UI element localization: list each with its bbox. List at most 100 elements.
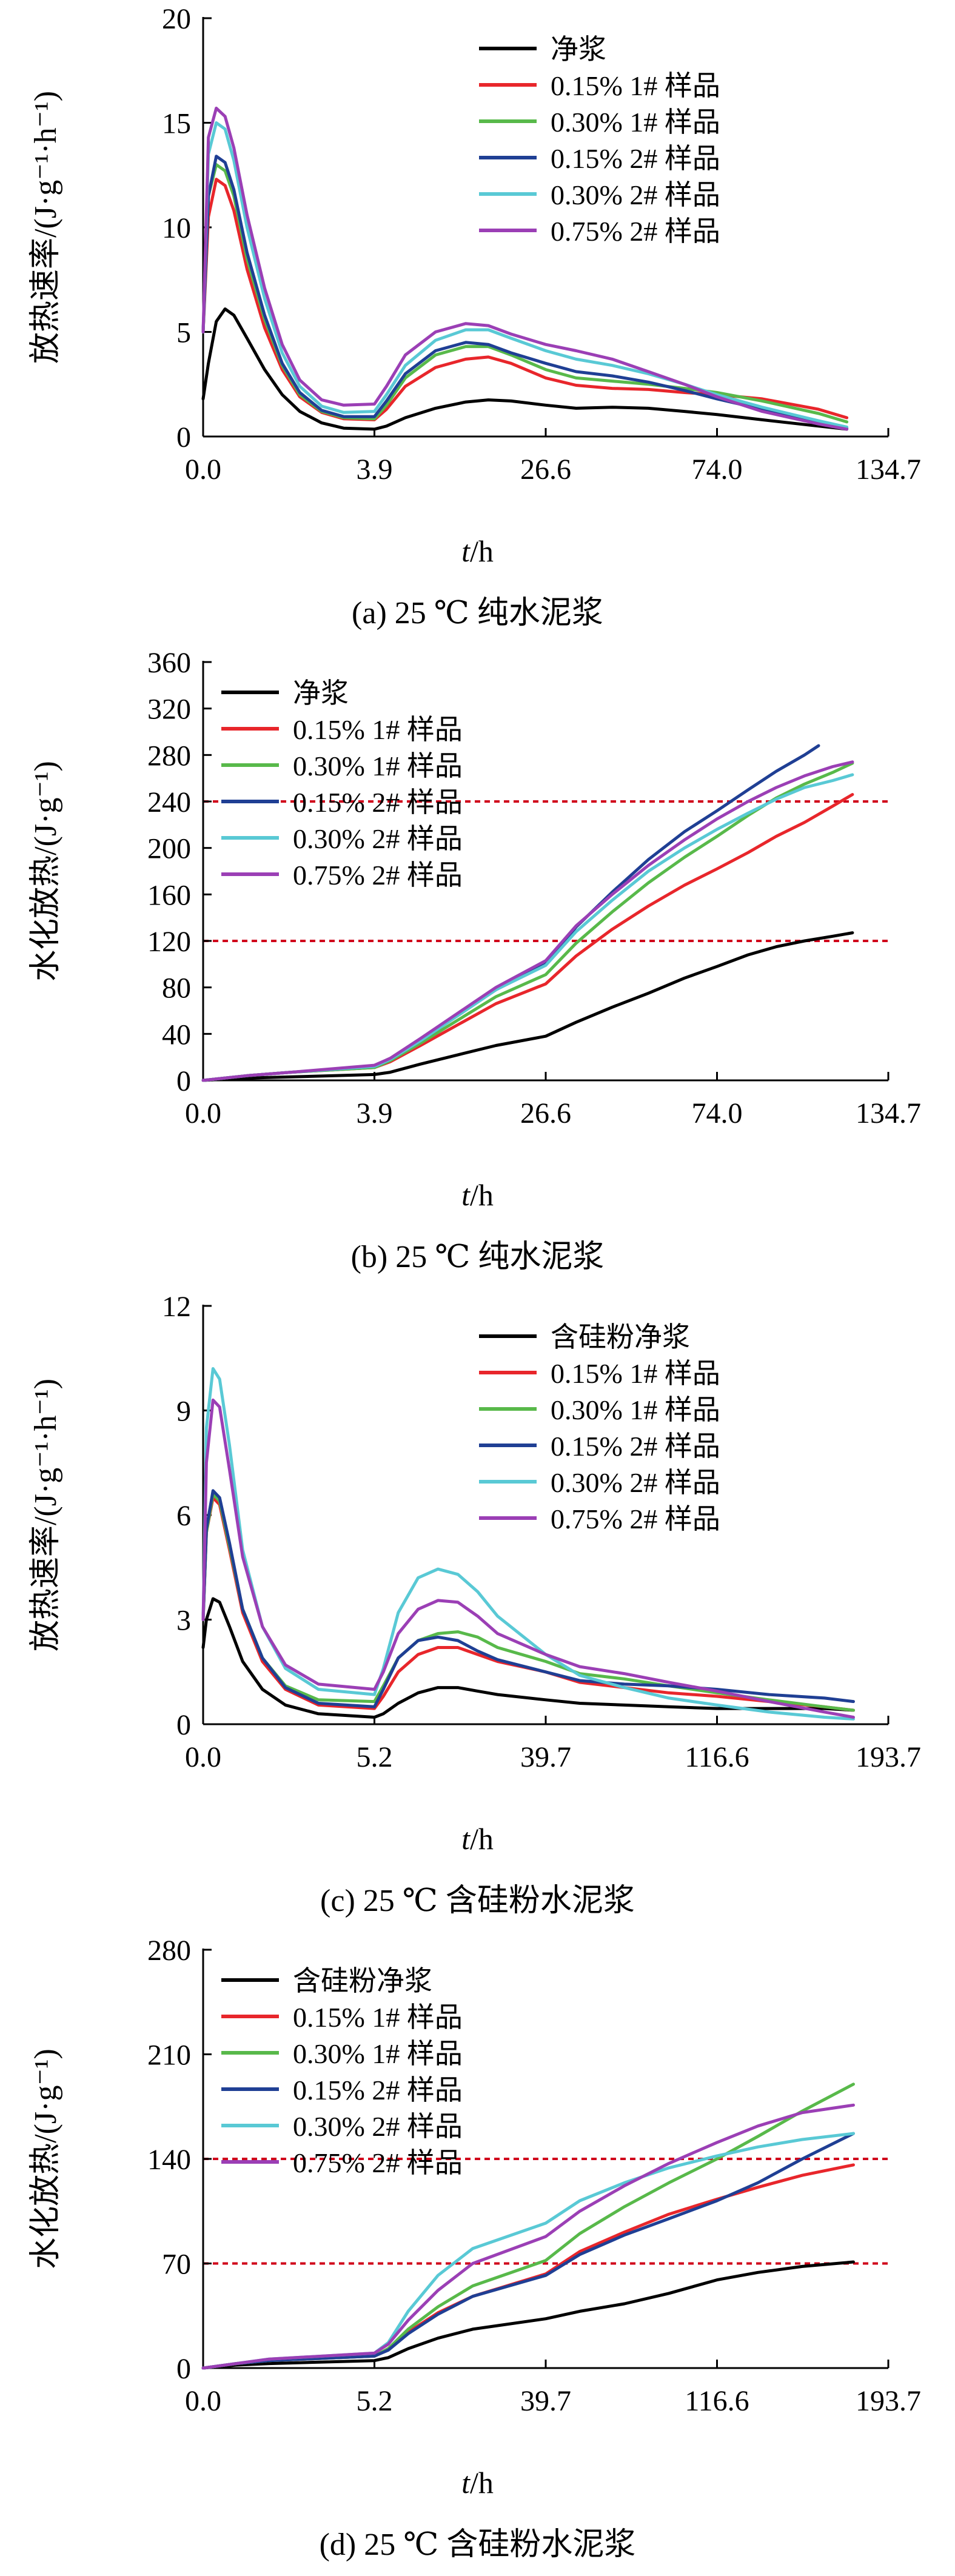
series-line-0 [201,307,849,431]
chart-svg-b: 水化放热/(J·g⁻¹) 0 40 80 120 160 200 240 280 320 360 0.… [28,647,921,1129]
legend-label: 净浆 [293,678,349,709]
legend-label: 0.30% 2# 样品 [551,179,720,210]
series-line-0 [201,1597,855,1719]
x-tick-label: 26.6 [520,453,571,486]
series-line-5 [201,1398,855,1719]
chart-panel-d: 水化放热/(J·g⁻¹) 0 70 140 210 280 0.0 5.2 39.7 116.6 1… [0,1932,955,2575]
legend-label: 0.75% 2# 样品 [293,2147,463,2178]
x-tick-label: 193.7 [856,1741,921,1773]
legend-label: 0.15% 1# 样品 [551,70,720,101]
chart-panel-b: 水化放热/(J·g⁻¹) 0 40 80 120 160 200 240 280 320 360 0.… [0,644,955,1288]
x-tick-label: 39.7 [520,1741,571,1773]
x-tick-label: 134.7 [856,453,921,486]
series-line-3 [201,2132,855,2370]
chart-caption-c: (c) 25 ℃ 含硅粉水泥浆 [320,1884,635,1918]
y-tick-label: 140 [147,2144,191,2176]
chart-caption-a: (a) 25 ℃ 纯水泥浆 [352,596,603,631]
x-tick-label: 5.2 [357,1741,393,1773]
x-tick-label: 26.6 [520,1097,571,1129]
x-axis-label-a: t/h [461,534,494,568]
series-line-0 [201,2260,855,2370]
y-tick-label: 0 [176,421,191,453]
y-axis-title: 水化放热/(J·g⁻¹) [28,2049,63,2269]
legend-label: 0.15% 2# 样品 [551,1431,720,1462]
legend-label: 0.30% 1# 样品 [293,2038,463,2069]
y-tick-label: 12 [162,1291,191,1323]
y-tick-label: 200 [147,833,191,865]
chart-caption-b: (b) 25 ℃ 纯水泥浆 [350,1240,605,1274]
series-line-1 [201,178,849,421]
y-tick-label: 160 [147,879,191,911]
x-tick-label: 116.6 [685,2385,749,2417]
x-axis-label-c: t/h [461,1822,494,1856]
legend-label: 0.75% 2# 样品 [551,216,720,247]
x-tick-label: 3.9 [357,453,393,486]
chart-caption-d: (d) 25 ℃ 含硅粉水泥浆 [319,2527,636,2562]
chart-panel-a: 放热速率/(J·g⁻¹·h⁻¹) 0 5 10 15 20 0.0 3.9 26.6 74.0 13… [0,0,955,644]
y-tick-label: 10 [162,212,191,244]
y-tick-label: 120 [147,926,191,958]
legend-label: 0.30% 1# 样品 [551,107,720,138]
y-tick-label: 3 [176,1605,191,1637]
series-line-5 [201,760,854,1082]
y-tick-label: 5 [176,317,191,349]
x-tick-label: 0.0 [185,2385,221,2417]
legend-label: 0.30% 2# 样品 [293,2111,463,2142]
x-tick-label: 39.7 [520,2385,571,2417]
y-tick-label: 6 [176,1500,191,1532]
y-axis-title: 放热速率/(J·g⁻¹·h⁻¹) [28,1379,63,1651]
series-line-4 [201,773,854,1082]
y-tick-label: 240 [147,786,191,818]
chart-svg-c: 放热速率/(J·g⁻¹·h⁻¹) 0 3 6 9 12 0.0 5.2 39.7 116.6 193… [28,1291,921,1773]
x-axis-label-b: t/h [461,1178,494,1212]
x-tick-label: 193.7 [856,2385,921,2417]
legend-label: 含硅粉净浆 [293,1965,432,1996]
x-tick-label: 74.0 [692,453,743,486]
legend-label: 0.30% 1# 样品 [551,1394,720,1425]
legend-label: 0.30% 2# 样品 [551,1467,720,1498]
chart-svg-a: 放热速率/(J·g⁻¹·h⁻¹) 0 5 10 15 20 0.0 3.9 26.6 74.0 13… [28,3,921,486]
series-line-3 [201,1489,855,1708]
x-tick-label: 3.9 [357,1097,393,1129]
x-tick-label: 0.0 [185,453,221,486]
y-tick-label: 15 [162,108,191,140]
chart-panel-c: 放热速率/(J·g⁻¹·h⁻¹) 0 3 6 9 12 0.0 5.2 39.7 116.6 193… [0,1288,955,1932]
legend-label: 0.15% 2# 样品 [293,2075,463,2106]
x-tick-label: 134.7 [856,1097,921,1129]
series-line-4 [201,1367,855,1721]
y-tick-label: 280 [147,740,191,772]
y-tick-label: 20 [162,3,191,35]
legend-label: 0.30% 2# 样品 [293,823,463,854]
y-axis-title: 放热速率/(J·g⁻¹·h⁻¹) [28,91,63,364]
x-tick-label: 0.0 [185,1097,221,1129]
y-tick-label: 9 [176,1396,191,1428]
legend-label: 0.15% 1# 样品 [293,2002,463,2033]
y-tick-label: 40 [162,1019,191,1051]
series-line-5 [201,106,849,431]
legend-label: 0.15% 2# 样品 [551,143,720,174]
legend-label: 0.75% 2# 样品 [551,1504,720,1534]
y-tick-label: 80 [162,972,191,1005]
chart-svg-d: 水化放热/(J·g⁻¹) 0 70 140 210 280 0.0 5.2 39.7 116.6 1… [28,1935,921,2417]
legend-label: 0.75% 2# 样品 [293,860,463,891]
y-tick-label: 0 [176,1065,191,1097]
x-tick-label: 0.0 [185,1741,221,1773]
y-tick-label: 320 [147,694,191,726]
legend-label: 0.15% 1# 样品 [551,1358,720,1389]
series-line-0 [201,931,854,1082]
legend-label: 净浆 [551,34,606,65]
x-tick-label: 74.0 [692,1097,743,1129]
y-tick-label: 70 [162,2249,191,2281]
legend-label: 0.15% 2# 样品 [293,787,463,818]
y-tick-label: 0 [176,2353,191,2385]
y-axis-title: 水化放热/(J·g⁻¹) [28,761,63,982]
x-axis-label-d: t/h [461,2466,494,2500]
legend-label: 0.30% 1# 样品 [293,751,463,781]
series-line-5 [201,2103,855,2370]
y-tick-label: 360 [147,647,191,679]
series-line-3 [201,155,849,430]
y-tick-label: 210 [147,2039,191,2072]
y-tick-label: 280 [147,1935,191,1967]
y-tick-label: 0 [176,1709,191,1741]
x-tick-label: 5.2 [357,2385,393,2417]
